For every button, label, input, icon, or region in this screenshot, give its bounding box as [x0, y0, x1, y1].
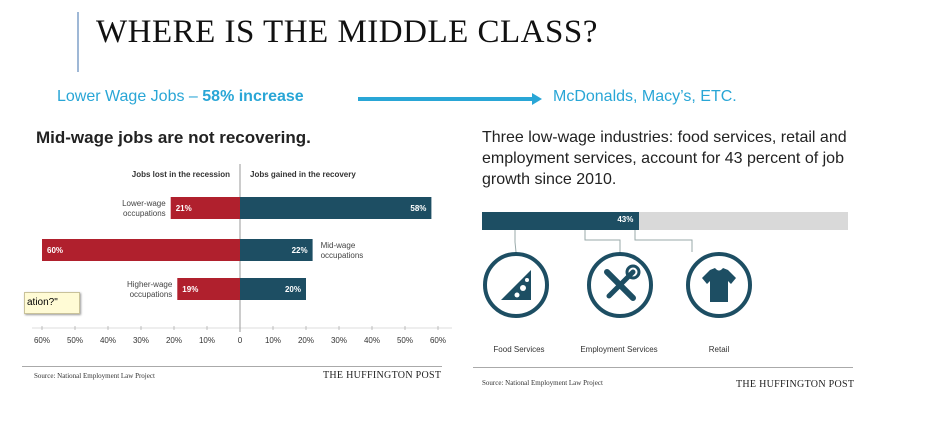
category-label-2-0: Higher-wage [127, 280, 173, 289]
category-label-0-1: occupations [123, 209, 166, 218]
right-column-header: Jobs gained in the recovery [250, 170, 356, 179]
x-tick-label-4: 20% [166, 336, 182, 345]
x-tick-label-9: 30% [331, 336, 347, 345]
x-tick-label-6: 0 [238, 336, 243, 345]
x-tick-label-11: 50% [397, 336, 413, 345]
connector-food [514, 230, 517, 253]
label-gained-0: 58% [410, 204, 426, 213]
x-tick-label-5: 10% [199, 336, 215, 345]
right-source-divider [473, 367, 853, 368]
arrow-right-icon [532, 93, 542, 105]
tooltip: ation?" [24, 292, 80, 314]
progress-track: 43% [482, 212, 848, 230]
connector-retail [634, 230, 693, 252]
subtitle-right: McDonalds, Macy’s, ETC. [553, 88, 737, 105]
right-source: Source: National Employment Law Project [482, 379, 603, 387]
left-bar-chart: Jobs lost in the recession Jobs gained i… [32, 164, 452, 345]
slide-title: WHERE IS THE MIDDLE CLASS? [96, 14, 598, 50]
icon-label-retail: Retail [708, 345, 730, 354]
left-column-header: Jobs lost in the recession [132, 170, 230, 179]
tools-icon [587, 252, 653, 318]
pizza-slice-icon [483, 252, 549, 318]
title-accent-line [77, 12, 79, 72]
icon-label-employment: Employment Services [580, 345, 658, 354]
icon-connectors [514, 230, 693, 253]
right-publisher: THE HUFFINGTON POST [736, 379, 855, 390]
x-tick-label-12: 60% [430, 336, 446, 345]
label-lost-0: 21% [176, 204, 192, 213]
label-lost-1: 60% [47, 246, 63, 255]
bar-lost-2 [177, 278, 240, 300]
arrow-line [358, 97, 534, 101]
tshirt-icon [686, 252, 752, 318]
x-tick-label-1: 50% [67, 336, 83, 345]
category-label-2-1: occupations [130, 290, 173, 299]
progress-fill: 43% [482, 212, 640, 230]
left-source-divider [22, 366, 442, 367]
icon-label-food: Food Services [493, 345, 545, 354]
subtitle-left-emphasis: 58% increase [202, 88, 304, 105]
left-publisher: THE HUFFINGTON POST [323, 370, 442, 381]
category-label-0-0: Lower-wage [122, 199, 166, 208]
bar-lost-0 [170, 197, 240, 219]
category-label-1-1: occupations [321, 251, 364, 260]
subtitle-left-text: Lower Wage Jobs – [57, 88, 203, 105]
bar-lost-1 [42, 239, 240, 261]
left-chart-title: Mid-wage jobs are not recovering. [36, 128, 311, 147]
bar-gained-0 [240, 197, 432, 219]
x-tick-label-8: 20% [298, 336, 314, 345]
label-lost-2: 19% [182, 285, 198, 294]
subtitle-left: Lower Wage Jobs – 58% increase [57, 88, 304, 106]
bar-gained-2 [240, 278, 306, 300]
connector-employment [584, 230, 621, 252]
bar-gained-1 [240, 239, 313, 261]
right-chart-title: Three low-wage industries: food services… [482, 129, 847, 188]
label-gained-2: 20% [285, 285, 301, 294]
x-tick-label-2: 40% [100, 336, 116, 345]
progress-value-label: 43% [617, 215, 634, 224]
x-tick-label-0: 60% [34, 336, 50, 345]
left-source: Source: National Employment Law Project [34, 372, 155, 380]
x-tick-label-3: 30% [133, 336, 149, 345]
x-tick-label-7: 10% [265, 336, 281, 345]
category-label-1-0: Mid-wage [321, 241, 356, 250]
x-tick-label-10: 40% [364, 336, 380, 345]
label-gained-1: 22% [292, 246, 308, 255]
